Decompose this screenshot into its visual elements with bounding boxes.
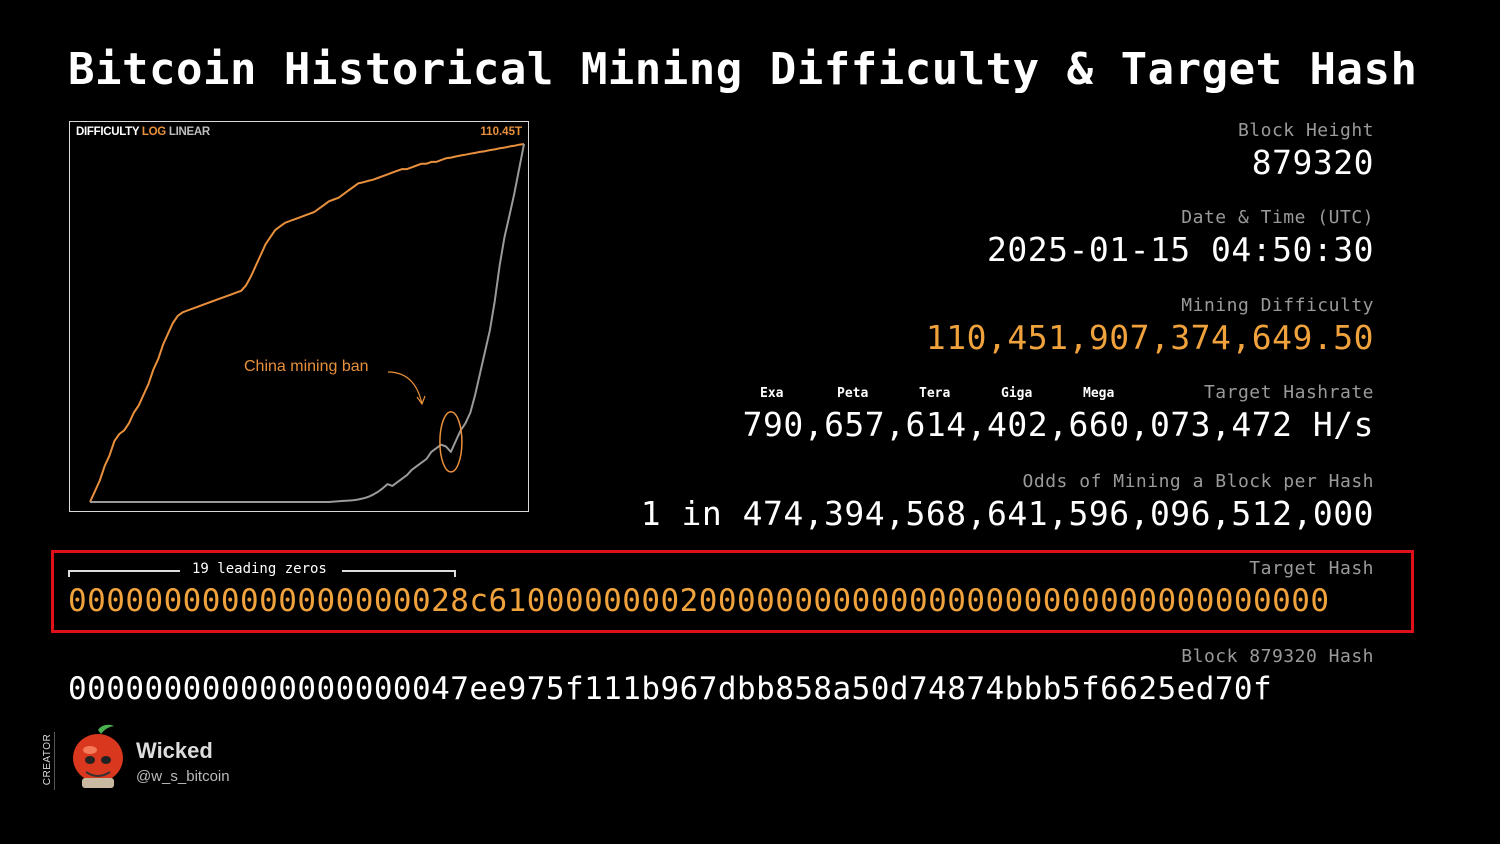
avatar [73, 724, 123, 788]
china-ban-annotation: China mining ban [244, 358, 369, 375]
tab-log[interactable]: LOG [141, 126, 166, 138]
datetime-label: Date & Time (UTC) [1181, 207, 1374, 228]
creator-name: Wicked [136, 738, 213, 763]
difficulty-label: Mining Difficulty [1181, 295, 1374, 316]
china-ban-highlight [439, 411, 463, 473]
hashrate-value: 790,657,614,402,660,073,472 H/s [742, 405, 1374, 444]
datetime-stat: Date & Time (UTC) 2025-01-15 04:50:30 [987, 207, 1374, 269]
linear-difficulty-line [90, 143, 525, 503]
block-height-value: 879320 [1251, 143, 1374, 182]
page-title: Bitcoin Historical Mining Difficulty & T… [68, 44, 1418, 95]
tab-linear[interactable]: LINEAR [168, 126, 210, 138]
odds-stat: Odds of Mining a Block per Hash 1 in 474… [641, 471, 1374, 533]
unit-tera: Tera [919, 386, 951, 401]
leading-zeros-label: 19 leading zeros [192, 561, 327, 577]
unit-giga: Giga [1001, 386, 1033, 401]
block-height-stat: Block Height 879320 [1238, 120, 1374, 182]
datetime-value: 2025-01-15 04:50:30 [987, 230, 1374, 269]
odds-label: Odds of Mining a Block per Hash [1022, 471, 1374, 492]
target-hash-highlight [51, 550, 1414, 633]
unit-mega: Mega [1083, 386, 1115, 401]
creator-badge[interactable]: CREATOR Wicked @w_s_bitcoin [36, 724, 264, 792]
odds-value: 1 in 474,394,568,641,596,096,512,000 [640, 494, 1374, 533]
chart-max-label: 110.45T [480, 126, 522, 138]
block-hash-value: 000000000000000000047ee975f111b967dbb858… [68, 671, 1273, 707]
unit-peta: Peta [837, 386, 869, 401]
difficulty-chart: DIFFICULTY LOG LINEAR 110.45T China mini… [69, 121, 529, 512]
creator-handle: @w_s_bitcoin [136, 768, 230, 785]
block-height-label: Block Height [1237, 120, 1374, 141]
chart-scale-tabs: DIFFICULTY LOG LINEAR [76, 126, 210, 138]
tab-difficulty[interactable]: DIFFICULTY [76, 126, 140, 138]
target-hash-value: 000000000000000000028c610000000020000000… [68, 583, 1330, 619]
hashrate-stat: Target Hashrate 790,657,614,402,660,073,… [743, 382, 1374, 444]
difficulty-value: 110,451,907,374,649.50 [925, 318, 1374, 357]
leading-zeros-bracket: 19 leading zeros [68, 560, 456, 580]
unit-exa: Exa [760, 386, 784, 401]
annotation-arrow [387, 371, 426, 406]
block-hash-label: Block 879320 Hash [1181, 646, 1374, 667]
log-difficulty-line [89, 143, 525, 503]
hashrate-label: Target Hashrate [1203, 382, 1374, 403]
difficulty-stat: Mining Difficulty 110,451,907,374,649.50 [926, 295, 1374, 357]
creator-vertical-label: CREATOR [42, 733, 54, 786]
target-hash-label: Target Hash [1249, 558, 1374, 579]
chart-plot [89, 143, 525, 503]
